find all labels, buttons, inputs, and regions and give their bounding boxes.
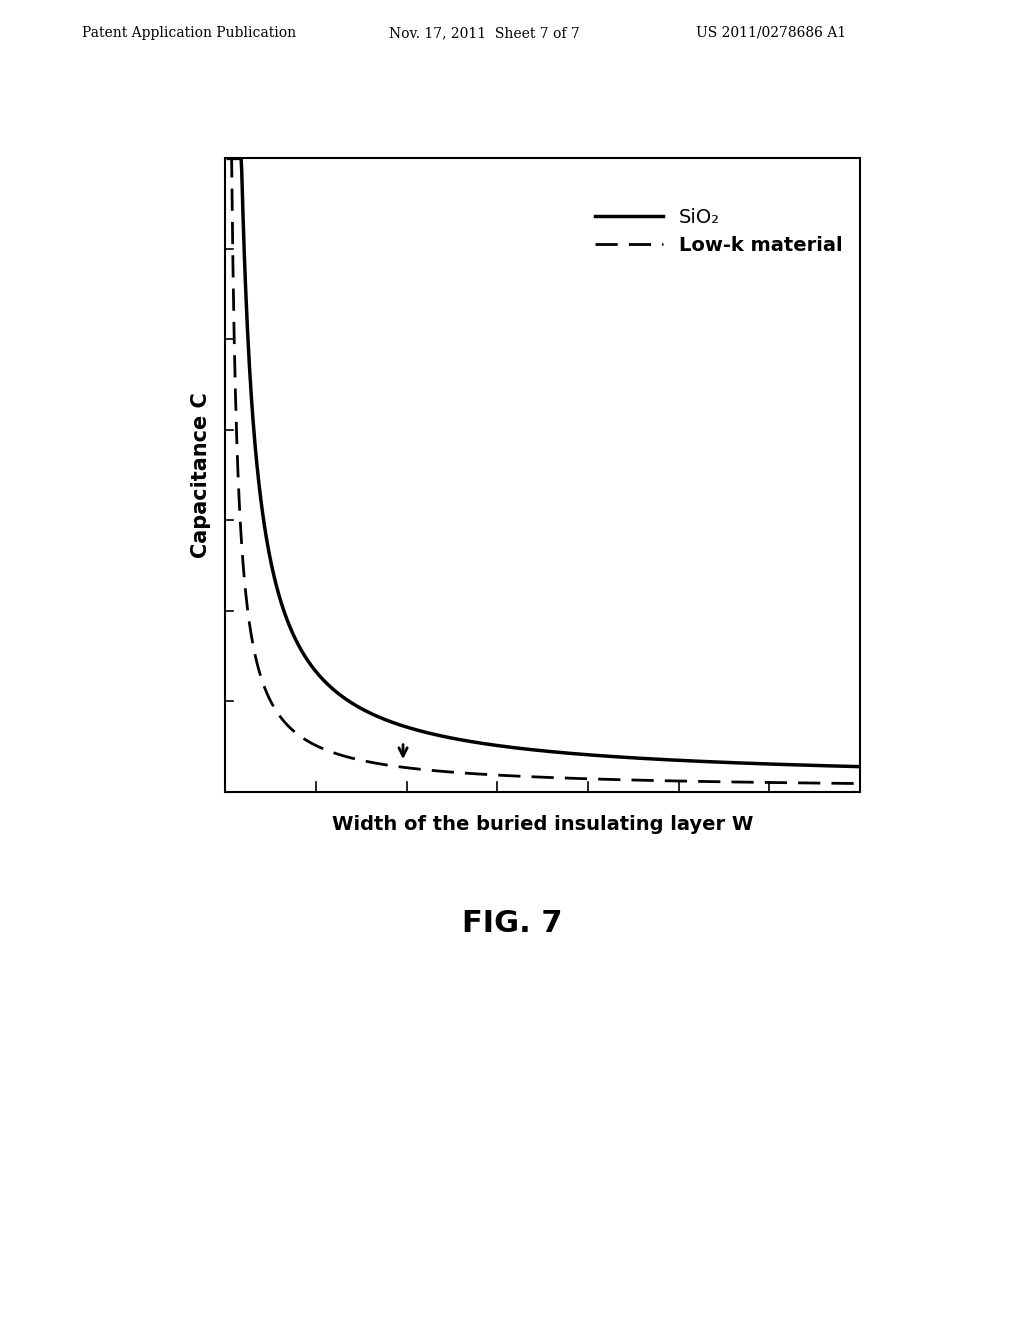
Text: US 2011/0278686 A1: US 2011/0278686 A1 (696, 26, 847, 40)
Legend: SiO₂, Low-k material: SiO₂, Low-k material (588, 199, 851, 263)
Y-axis label: Capacitance C: Capacitance C (191, 392, 211, 558)
Text: Nov. 17, 2011  Sheet 7 of 7: Nov. 17, 2011 Sheet 7 of 7 (389, 26, 580, 40)
Text: FIG. 7: FIG. 7 (462, 909, 562, 939)
Text: Patent Application Publication: Patent Application Publication (82, 26, 296, 40)
Text: Width of the buried insulating layer W: Width of the buried insulating layer W (332, 816, 754, 834)
